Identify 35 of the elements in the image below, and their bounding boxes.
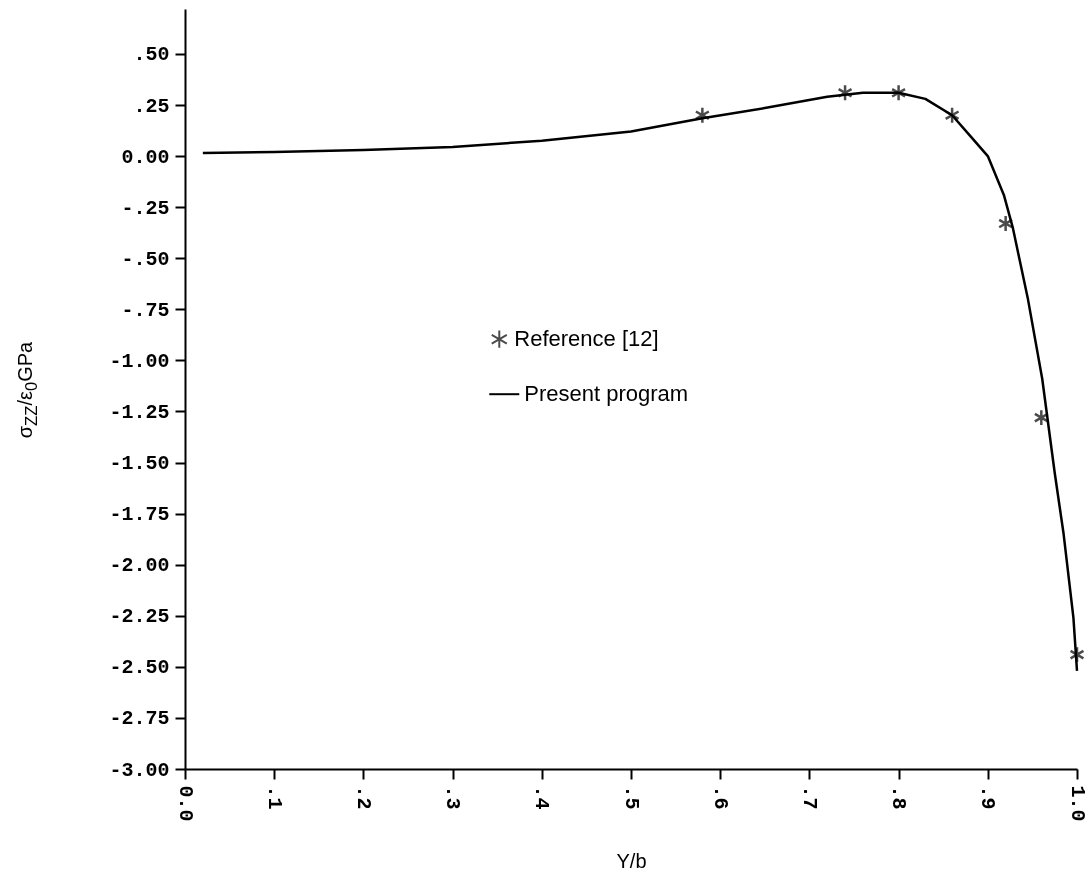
x-tick-label: .2	[351, 785, 375, 810]
y-tick-label: -.50	[121, 247, 170, 271]
point	[694, 106, 711, 124]
y-tick-label: -2.25	[109, 605, 170, 629]
legend-label: Present program	[524, 381, 689, 407]
y-tick-label: 0.00	[121, 145, 170, 169]
y-tick-label: .25	[133, 94, 170, 118]
x-tick-label: .5	[619, 785, 643, 810]
x-axis-title: Y/b	[616, 849, 647, 872]
x-tick-label: 0.0	[173, 785, 197, 822]
x-tick-label: .9	[976, 785, 1000, 810]
y-tick-label: -3.00	[109, 758, 170, 782]
x-tick-label: .6	[708, 785, 732, 810]
y-tick-label: -1.25	[109, 400, 170, 424]
x-tick-label: .8	[887, 785, 911, 810]
y-tick-label: -.75	[121, 298, 170, 322]
legend-label: Reference [12]	[514, 326, 659, 352]
x-tick-label: .7	[797, 785, 821, 810]
point	[837, 84, 853, 102]
x-tick-label: .4	[530, 785, 554, 810]
y-tick-label: -2.75	[109, 707, 170, 731]
x-tick-label: .3	[441, 785, 465, 810]
x-tick-label: .1	[262, 785, 286, 810]
y-tick-label: -1.75	[109, 503, 170, 527]
point	[1033, 408, 1050, 427]
point	[890, 84, 907, 102]
x-tick-label: 1.0	[1065, 785, 1089, 822]
y-tick-label: -1.50	[109, 452, 170, 476]
point	[944, 106, 960, 124]
y-tick-label: .50	[133, 43, 170, 67]
y-tick-label: -1.00	[109, 349, 170, 373]
y-tick-label: -2.50	[109, 656, 170, 680]
y-tick-label: -2.00	[109, 554, 170, 578]
point	[997, 214, 1014, 233]
y-tick-label: -.25	[121, 196, 170, 220]
